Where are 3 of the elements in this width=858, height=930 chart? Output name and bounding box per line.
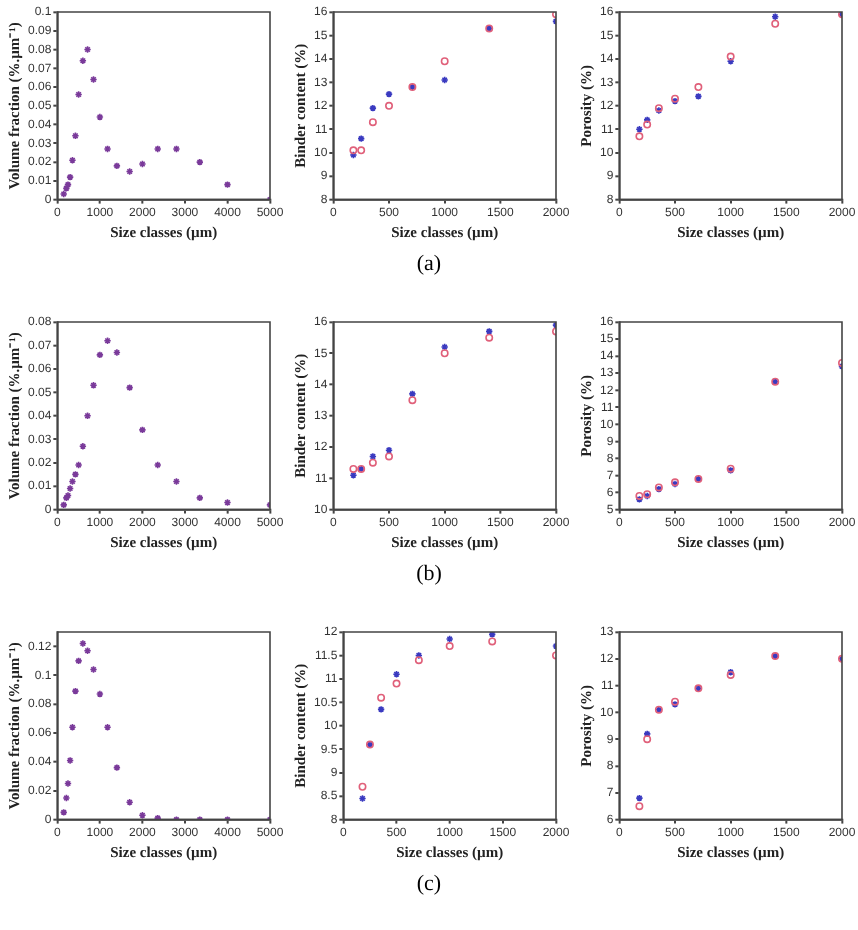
text: (b) <box>414 562 444 586</box>
text: (a) <box>414 252 444 276</box>
text: (c) <box>414 872 444 896</box>
